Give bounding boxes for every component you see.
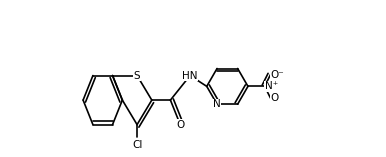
Text: S: S — [134, 70, 141, 81]
Text: HN: HN — [182, 70, 198, 81]
Text: O⁻: O⁻ — [271, 70, 284, 80]
Text: N⁺: N⁺ — [265, 81, 278, 91]
Text: O: O — [176, 120, 185, 130]
Text: Cl: Cl — [132, 140, 142, 150]
Text: N: N — [213, 99, 221, 109]
Text: O: O — [271, 93, 279, 103]
